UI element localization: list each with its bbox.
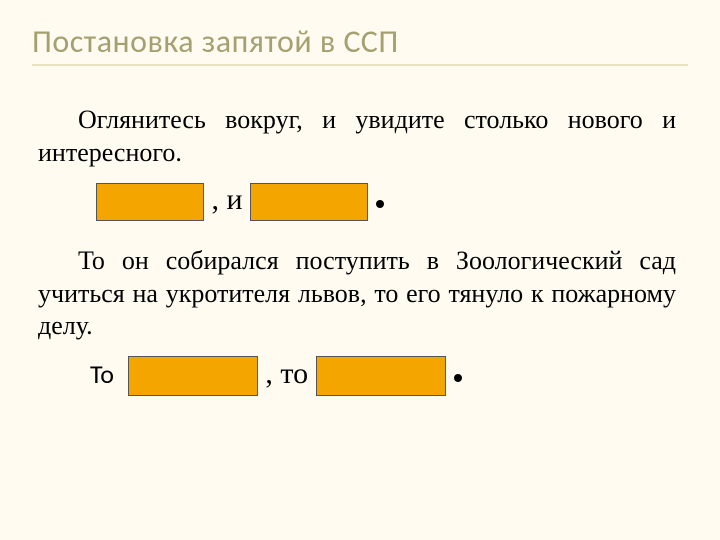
scheme2-period-icon	[454, 374, 462, 382]
paragraph-2: То он собирался поступить в Зоологически…	[38, 245, 676, 343]
paragraph-2-text: То он собирался поступить в Зоологически…	[38, 246, 676, 340]
slide-title-wrap: Постановка запятой в ССП	[32, 22, 688, 66]
slide-title: Постановка запятой в ССП	[32, 22, 688, 61]
scheme2-box-2	[316, 356, 446, 396]
scheme2-connector: , то	[258, 357, 316, 390]
title-underline	[32, 64, 688, 66]
scheme2-box-1	[128, 356, 258, 396]
scheme1-box-1	[96, 183, 204, 221]
scheme1-period-icon	[376, 200, 384, 208]
scheme-2: То , то	[38, 353, 676, 396]
scheme2-prefix: То	[90, 358, 120, 390]
scheme1-connector: , и	[204, 183, 250, 216]
paragraph-1-text: Оглянитесь вокруг, и увидите столько нов…	[38, 105, 676, 167]
scheme1-box-2	[250, 183, 368, 221]
paragraph-1: Оглянитесь вокруг, и увидите столько нов…	[38, 104, 676, 169]
scheme-1: , и	[38, 179, 676, 221]
slide-content: Оглянитесь вокруг, и увидите столько нов…	[32, 104, 688, 396]
